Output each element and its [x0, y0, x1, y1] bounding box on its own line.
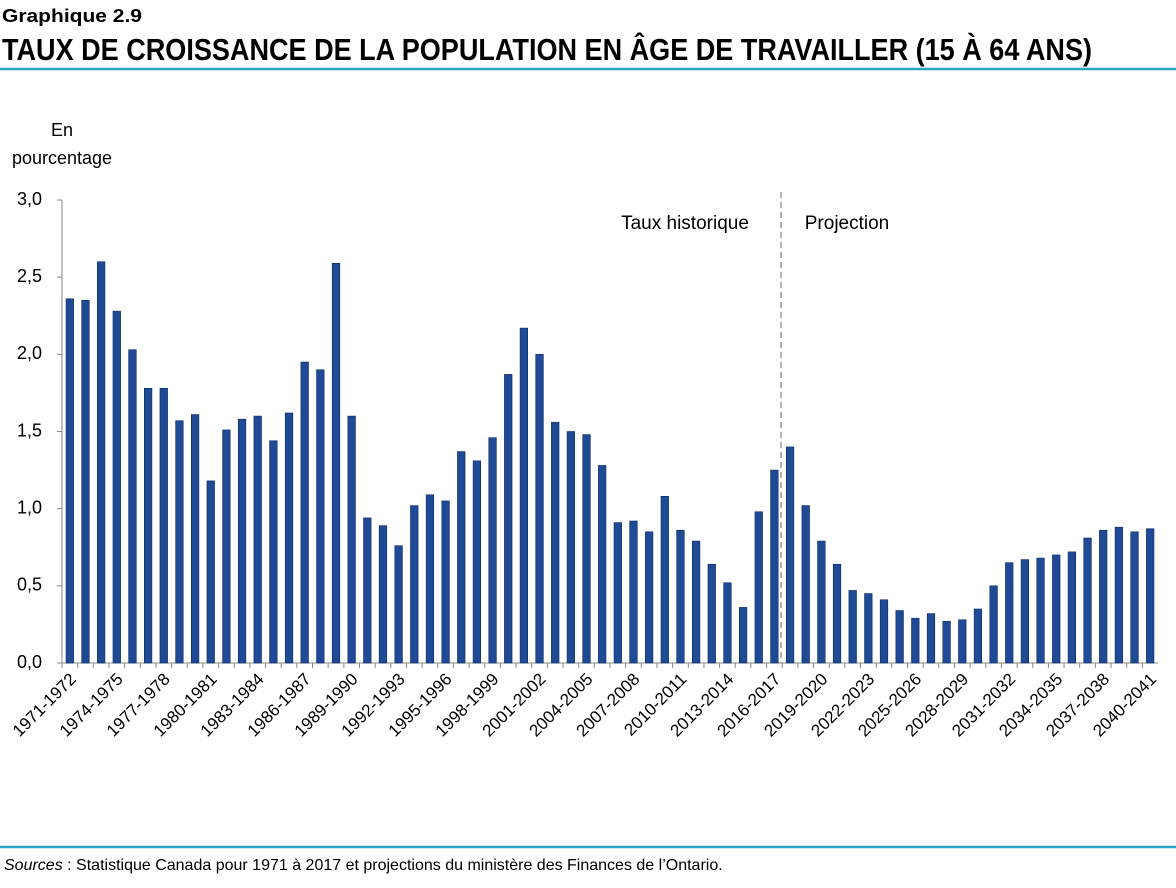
bar [911, 617, 920, 664]
bar [159, 387, 168, 664]
bar [989, 585, 998, 664]
bar [316, 369, 325, 664]
bar [519, 327, 528, 664]
bar [237, 418, 247, 664]
y-tick-label: 2,0 [17, 343, 42, 363]
bar [754, 511, 763, 664]
bar [848, 590, 857, 664]
bar [629, 520, 638, 664]
bar [676, 529, 685, 664]
bar [566, 431, 575, 664]
source: Sources : Statistique Canada pour 1971 à… [4, 857, 723, 874]
y-axis-label: En pourcentage [11, 120, 113, 168]
source-text: : Statistique Canada pour 1971 à 2017 et… [67, 857, 723, 874]
bar [942, 621, 951, 664]
bar [441, 500, 450, 664]
bar [378, 525, 388, 664]
bar [65, 298, 74, 664]
bar [973, 608, 983, 664]
bar [613, 522, 622, 664]
bar [97, 261, 106, 664]
bar [1114, 526, 1123, 664]
bar [175, 420, 184, 664]
bar [1005, 562, 1014, 664]
bar [723, 582, 732, 664]
bar [112, 310, 121, 664]
bar [284, 412, 294, 664]
bar [926, 613, 936, 664]
bar [598, 465, 607, 664]
bar [879, 599, 889, 664]
bar [190, 414, 200, 664]
bar [269, 440, 278, 664]
bar [1052, 554, 1061, 664]
bar [253, 415, 262, 664]
y-tick-label: 1,0 [17, 497, 42, 517]
bar [222, 429, 231, 664]
bar [1036, 557, 1045, 664]
bar [1146, 528, 1155, 664]
chart-label: Graphique 2.9 [2, 6, 142, 26]
bar [81, 300, 90, 664]
y-label-box: En pourcentage [11, 120, 113, 168]
y-tick-label: 2,5 [17, 266, 42, 286]
bar [801, 505, 810, 664]
bar [347, 415, 356, 664]
bar [864, 593, 873, 664]
bar [504, 374, 513, 664]
bar [958, 619, 967, 664]
bar [1020, 559, 1030, 664]
bar [551, 421, 560, 664]
y-tick-label: 0,5 [17, 575, 42, 595]
bar [895, 610, 904, 664]
bar [394, 545, 403, 664]
y-tick-label: 3,0 [17, 189, 42, 209]
annotation: Taux historique [621, 213, 749, 234]
bar [410, 505, 419, 664]
bar [832, 563, 842, 664]
bar [1083, 537, 1092, 664]
bar [206, 480, 215, 664]
bar [488, 437, 497, 664]
bar [363, 517, 372, 664]
bar [707, 563, 716, 664]
bar [425, 494, 435, 664]
y-tick-label: 0,0 [17, 652, 42, 672]
y-tick-label: 1,5 [17, 420, 42, 440]
bar [535, 354, 544, 664]
bar [645, 531, 654, 664]
bar [785, 446, 795, 664]
bar [770, 469, 779, 664]
bar [457, 451, 466, 664]
bar [331, 262, 341, 664]
bar [582, 434, 591, 664]
bar [738, 607, 748, 664]
bar [300, 361, 309, 664]
annotation: Projection [805, 213, 890, 234]
bar [472, 460, 482, 664]
bar [144, 387, 153, 664]
bar [1099, 529, 1108, 664]
bar [1130, 531, 1139, 664]
bar [1067, 551, 1076, 664]
bar [128, 349, 137, 664]
bar [692, 540, 701, 664]
bar [817, 540, 826, 664]
bar [660, 496, 669, 664]
source-label: Sources [4, 857, 63, 874]
chart-title: TAUX DE CROISSANCE DE LA POPULATION EN Â… [2, 31, 1092, 67]
